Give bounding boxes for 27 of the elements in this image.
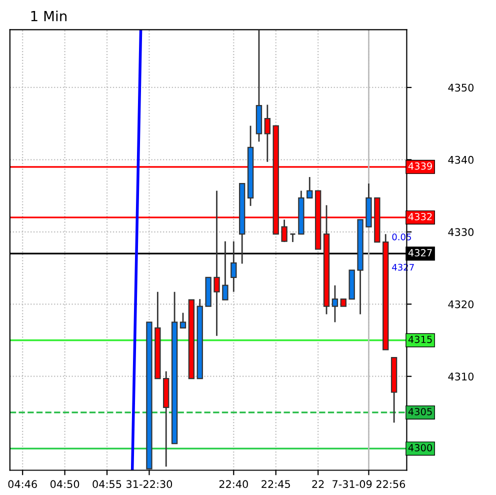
x-tick-label: 31-22:30 [126,480,172,488]
ref-line-label: 4300 [408,444,432,452]
candlestick [180,312,186,329]
y-tick-label: 4340 [448,156,474,164]
candlestick [332,284,338,323]
y-tick-label: 4320 [448,300,474,308]
candlestick [264,104,271,163]
chart-title: 1 Min [31,10,66,22]
x-tick-label: 04:46 [8,480,37,488]
y-tick-label: 4350 [448,84,474,92]
x-tick-label: 22 [312,480,324,488]
candlestick [230,240,237,293]
x-tick-label: 04:55 [92,480,122,488]
candlestick [222,240,228,301]
x-tick-label: 22:45 [262,480,290,488]
x-tick-label: 04:50 [50,480,80,488]
ref-line-label: 4327 [408,249,432,256]
y-tick-label: 4310 [448,372,474,380]
ref-line-label: 4332 [408,212,432,220]
ref-line-label: 4315 [408,336,432,344]
candlestick [290,233,296,243]
y-tick-label: 4330 [448,228,474,236]
x-tick-label: 7-31-09 22:56 [332,480,406,488]
ref-line-label: 4339 [408,162,432,170]
x-tick-label: 22:40 [219,480,248,488]
candlestick [306,176,313,199]
ref-line-label: 4305 [408,408,432,416]
